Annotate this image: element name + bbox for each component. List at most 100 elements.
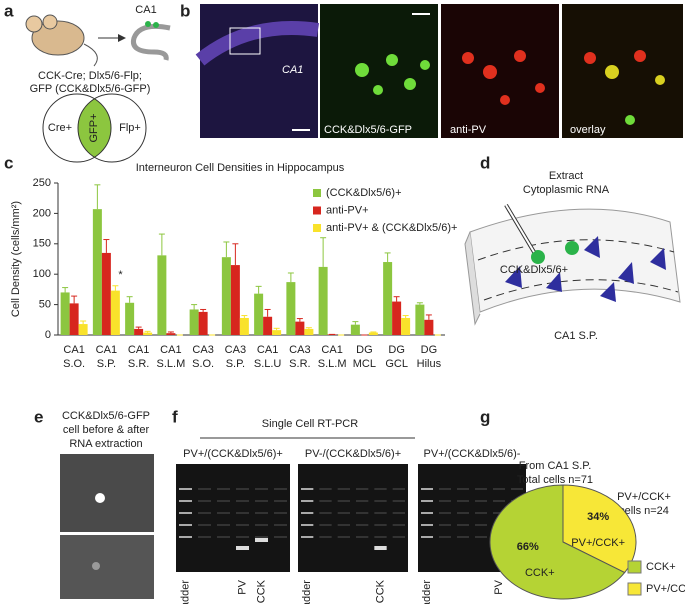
gel-band (274, 488, 287, 490)
pie-chart: From CA1 S.P. Total cells n=71 PV+/CCK+ cel… (489, 460, 685, 600)
x-tick-label: MCL (353, 358, 376, 370)
bar (69, 303, 79, 335)
gel-band (179, 524, 192, 526)
image-detail (195, 21, 320, 66)
panel-letter: e (34, 407, 43, 426)
venn-label: Cre+ (48, 122, 72, 134)
bar (424, 319, 434, 335)
panel-title: Single Cell RT-PCR (262, 418, 358, 430)
genotype-line: CCK-Cre; Dlx5/6-Flp; (38, 70, 142, 82)
gel-band (457, 524, 469, 526)
x-tick-label: S.O. (192, 358, 214, 370)
gel-band (337, 524, 350, 526)
gel-band (457, 500, 469, 502)
bar (92, 209, 102, 335)
gel-band (198, 524, 211, 526)
gel-band (374, 524, 387, 526)
gel-image (176, 464, 290, 572)
cell-image (60, 454, 154, 532)
gel-band (392, 536, 405, 538)
legend-label: PV+/CCK+ (646, 583, 685, 595)
gel-band (374, 536, 387, 538)
legend-swatch (627, 560, 642, 574)
legend-swatch (313, 189, 321, 197)
gel-band (255, 536, 268, 538)
gel-band (319, 500, 332, 502)
gel-band (475, 488, 487, 490)
gel-band (493, 488, 505, 490)
lane-label: Ladder (421, 580, 433, 604)
x-tick-label: S.O. (63, 358, 85, 370)
bar (401, 317, 411, 335)
gel-band (301, 488, 314, 490)
error-bar (191, 304, 198, 310)
gel-band (274, 500, 287, 502)
error-bar (384, 252, 391, 263)
gel-band (374, 500, 387, 502)
region-label: CA1 (282, 64, 303, 76)
bar (304, 328, 314, 335)
cell-label: CCK&Dlx5/6+ (500, 264, 568, 276)
x-tick-label: S.L.M (157, 358, 186, 370)
x-tick-label: DG (356, 344, 373, 356)
error-bar (255, 285, 262, 294)
gel-band (319, 512, 332, 514)
bar (78, 324, 88, 335)
panel-letter: f (172, 407, 178, 426)
gel-band (274, 512, 287, 514)
gel-band (475, 536, 487, 538)
bar (134, 328, 144, 335)
gel-band (198, 488, 211, 490)
x-tick-label: CA1 (63, 344, 84, 356)
gel-band (475, 524, 487, 526)
gel-group: PV+/(CCK&Dlx5/6)+ Ladder PV CCK PV-/(CCK&Dlx… (176, 448, 526, 604)
gel-band (217, 536, 230, 538)
y-tick-label: 50 (39, 299, 51, 311)
bar (383, 262, 393, 335)
error-bar (62, 287, 69, 293)
gel-band (337, 512, 350, 514)
chart-title: Total cells n=71 (517, 474, 593, 486)
x-tick-label: CA1 (321, 344, 342, 356)
image-detail (462, 50, 545, 105)
x-tick-label: S.R. (289, 358, 310, 370)
gel-band (439, 524, 451, 526)
gel-band (493, 512, 505, 514)
gel-band (319, 536, 332, 538)
gel-band (217, 524, 230, 526)
error-bar (200, 308, 207, 312)
x-tick-label: S.L.M (318, 358, 347, 370)
gel-band (356, 512, 369, 514)
x-tick-label: DG (388, 344, 405, 356)
gel-band (274, 524, 287, 526)
x-tick-label: CA3 (192, 344, 213, 356)
gel-band (236, 500, 249, 502)
gel-band (356, 524, 369, 526)
bar (143, 332, 153, 335)
error-bar (287, 272, 294, 283)
gel-band (374, 488, 387, 490)
image-detail (584, 50, 665, 125)
gel-band (421, 512, 433, 514)
panel-letter: d (480, 153, 490, 172)
image-detail (95, 493, 105, 503)
panel-letter: a (4, 1, 14, 20)
error-bar (370, 331, 377, 333)
gel-band (392, 512, 405, 514)
x-tick-label: S.L.U (254, 358, 282, 370)
lane-label: CCK (255, 579, 267, 603)
gel-band (255, 538, 268, 542)
bar (198, 311, 208, 335)
error-bar (103, 239, 110, 253)
gel-band (356, 488, 369, 490)
gel-band (392, 488, 405, 490)
image-detail (355, 54, 430, 95)
legend-label: anti-PV+ (326, 204, 369, 216)
bar (368, 332, 378, 335)
gel-band (255, 500, 268, 502)
gel-band (255, 524, 268, 526)
gel-band (236, 488, 249, 490)
gel-band (439, 488, 451, 490)
gel-band (179, 500, 192, 502)
annotation: cells n=24 (619, 505, 669, 517)
